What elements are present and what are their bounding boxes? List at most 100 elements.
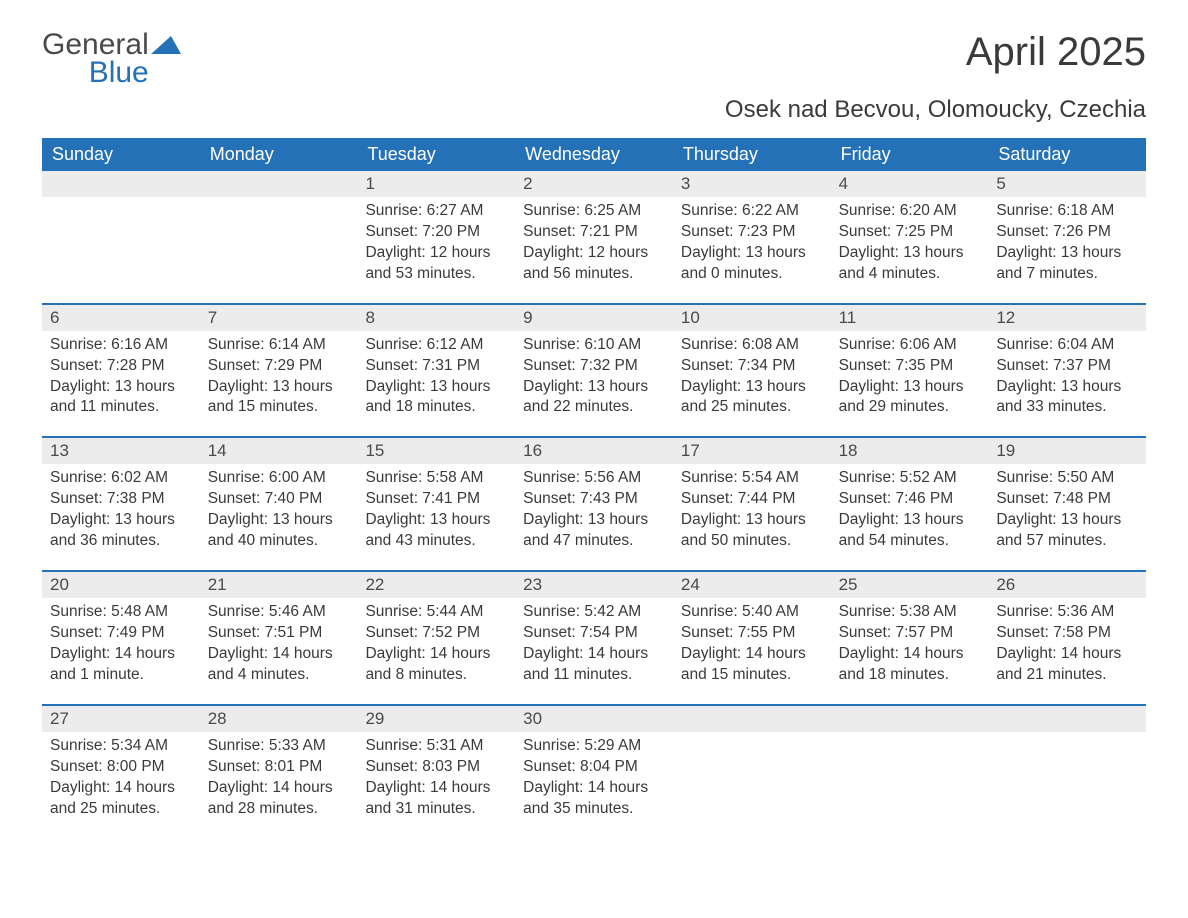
day-cell-23: 23Sunrise: 5:42 AMSunset: 7:54 PMDayligh…: [515, 572, 673, 704]
day-number: [42, 171, 200, 197]
day-cell-24: 24Sunrise: 5:40 AMSunset: 7:55 PMDayligh…: [673, 572, 831, 704]
day-cell-26: 26Sunrise: 5:36 AMSunset: 7:58 PMDayligh…: [988, 572, 1146, 704]
sunrise-line: Sunrise: 6:12 AM: [365, 335, 507, 356]
sunrise-line: Sunrise: 6:22 AM: [681, 201, 823, 222]
daylight-line: Daylight: 13 hours and 47 minutes.: [523, 510, 665, 552]
sunrise-line: Sunrise: 5:46 AM: [208, 602, 350, 623]
day-cell-3: 3Sunrise: 6:22 AMSunset: 7:23 PMDaylight…: [673, 171, 831, 303]
day-number: 3: [673, 171, 831, 197]
day-number: 8: [357, 305, 515, 331]
day-cell-4: 4Sunrise: 6:20 AMSunset: 7:25 PMDaylight…: [831, 171, 989, 303]
day-body: Sunrise: 5:56 AMSunset: 7:43 PMDaylight:…: [515, 464, 673, 570]
day-body: Sunrise: 6:04 AMSunset: 7:37 PMDaylight:…: [988, 331, 1146, 437]
daylight-line: Daylight: 13 hours and 50 minutes.: [681, 510, 823, 552]
day-body: Sunrise: 6:06 AMSunset: 7:35 PMDaylight:…: [831, 331, 989, 437]
sunrise-line: Sunrise: 6:10 AM: [523, 335, 665, 356]
day-number: 25: [831, 572, 989, 598]
daylight-line: Daylight: 13 hours and 7 minutes.: [996, 243, 1138, 285]
day-number: 6: [42, 305, 200, 331]
day-number: 23: [515, 572, 673, 598]
daylight-line: Daylight: 13 hours and 57 minutes.: [996, 510, 1138, 552]
location-subtitle: Osek nad Becvou, Olomoucky, Czechia: [42, 96, 1146, 124]
day-cell-14: 14Sunrise: 6:00 AMSunset: 7:40 PMDayligh…: [200, 438, 358, 570]
day-body: Sunrise: 5:38 AMSunset: 7:57 PMDaylight:…: [831, 598, 989, 704]
day-number: 30: [515, 706, 673, 732]
day-number: 7: [200, 305, 358, 331]
day-body: Sunrise: 6:12 AMSunset: 7:31 PMDaylight:…: [357, 331, 515, 437]
day-number: 10: [673, 305, 831, 331]
day-cell-17: 17Sunrise: 5:54 AMSunset: 7:44 PMDayligh…: [673, 438, 831, 570]
day-cell-18: 18Sunrise: 5:52 AMSunset: 7:46 PMDayligh…: [831, 438, 989, 570]
daylight-line: Daylight: 14 hours and 4 minutes.: [208, 644, 350, 686]
sunset-line: Sunset: 7:20 PM: [365, 222, 507, 243]
day-cell-19: 19Sunrise: 5:50 AMSunset: 7:48 PMDayligh…: [988, 438, 1146, 570]
daylight-line: Daylight: 13 hours and 4 minutes.: [839, 243, 981, 285]
daylight-line: Daylight: 14 hours and 25 minutes.: [50, 778, 192, 820]
sunset-line: Sunset: 8:00 PM: [50, 757, 192, 778]
logo: General Blue: [42, 30, 181, 88]
day-number: 19: [988, 438, 1146, 464]
day-number: 22: [357, 572, 515, 598]
sunrise-line: Sunrise: 5:48 AM: [50, 602, 192, 623]
sunset-line: Sunset: 7:57 PM: [839, 623, 981, 644]
day-body: Sunrise: 6:18 AMSunset: 7:26 PMDaylight:…: [988, 197, 1146, 303]
day-cell-15: 15Sunrise: 5:58 AMSunset: 7:41 PMDayligh…: [357, 438, 515, 570]
day-cell-27: 27Sunrise: 5:34 AMSunset: 8:00 PMDayligh…: [42, 706, 200, 838]
sunrise-line: Sunrise: 5:52 AM: [839, 468, 981, 489]
sunset-line: Sunset: 7:46 PM: [839, 489, 981, 510]
daylight-line: Daylight: 13 hours and 29 minutes.: [839, 377, 981, 419]
sunset-line: Sunset: 7:52 PM: [365, 623, 507, 644]
daylight-line: Daylight: 13 hours and 40 minutes.: [208, 510, 350, 552]
day-body: Sunrise: 5:34 AMSunset: 8:00 PMDaylight:…: [42, 732, 200, 838]
sunset-line: Sunset: 7:21 PM: [523, 222, 665, 243]
day-number: 12: [988, 305, 1146, 331]
day-number: 29: [357, 706, 515, 732]
day-body: Sunrise: 6:00 AMSunset: 7:40 PMDaylight:…: [200, 464, 358, 570]
sunrise-line: Sunrise: 6:14 AM: [208, 335, 350, 356]
sunrise-line: Sunrise: 5:56 AM: [523, 468, 665, 489]
daylight-line: Daylight: 14 hours and 31 minutes.: [365, 778, 507, 820]
sunset-line: Sunset: 7:26 PM: [996, 222, 1138, 243]
day-cell-2: 2Sunrise: 6:25 AMSunset: 7:21 PMDaylight…: [515, 171, 673, 303]
day-body: Sunrise: 5:31 AMSunset: 8:03 PMDaylight:…: [357, 732, 515, 838]
daylight-line: Daylight: 13 hours and 0 minutes.: [681, 243, 823, 285]
day-number: 5: [988, 171, 1146, 197]
day-body: Sunrise: 5:40 AMSunset: 7:55 PMDaylight:…: [673, 598, 831, 704]
day-cell-empty: [988, 706, 1146, 838]
daylight-line: Daylight: 14 hours and 1 minute.: [50, 644, 192, 686]
week-row: 27Sunrise: 5:34 AMSunset: 8:00 PMDayligh…: [42, 704, 1146, 838]
daylight-line: Daylight: 12 hours and 56 minutes.: [523, 243, 665, 285]
daylight-line: Daylight: 14 hours and 28 minutes.: [208, 778, 350, 820]
day-number: 2: [515, 171, 673, 197]
day-cell-empty: [831, 706, 989, 838]
day-cell-20: 20Sunrise: 5:48 AMSunset: 7:49 PMDayligh…: [42, 572, 200, 704]
daylight-line: Daylight: 13 hours and 25 minutes.: [681, 377, 823, 419]
day-body: Sunrise: 5:46 AMSunset: 7:51 PMDaylight:…: [200, 598, 358, 704]
daylight-line: Daylight: 14 hours and 15 minutes.: [681, 644, 823, 686]
sunrise-line: Sunrise: 5:36 AM: [996, 602, 1138, 623]
day-body: Sunrise: 6:10 AMSunset: 7:32 PMDaylight:…: [515, 331, 673, 437]
day-header-sunday: Sunday: [42, 138, 200, 171]
sunset-line: Sunset: 7:49 PM: [50, 623, 192, 644]
sunrise-line: Sunrise: 5:29 AM: [523, 736, 665, 757]
sunrise-line: Sunrise: 5:31 AM: [365, 736, 507, 757]
day-cell-21: 21Sunrise: 5:46 AMSunset: 7:51 PMDayligh…: [200, 572, 358, 704]
sunset-line: Sunset: 7:32 PM: [523, 356, 665, 377]
page-title: April 2025: [966, 30, 1146, 75]
weeks-container: 1Sunrise: 6:27 AMSunset: 7:20 PMDaylight…: [42, 171, 1146, 837]
daylight-line: Daylight: 12 hours and 53 minutes.: [365, 243, 507, 285]
day-number: 15: [357, 438, 515, 464]
daylight-line: Daylight: 13 hours and 22 minutes.: [523, 377, 665, 419]
day-number: [673, 706, 831, 732]
day-number: 13: [42, 438, 200, 464]
day-body: Sunrise: 5:42 AMSunset: 7:54 PMDaylight:…: [515, 598, 673, 704]
daylight-line: Daylight: 13 hours and 11 minutes.: [50, 377, 192, 419]
day-number: 18: [831, 438, 989, 464]
day-body: Sunrise: 6:20 AMSunset: 7:25 PMDaylight:…: [831, 197, 989, 303]
day-number: 14: [200, 438, 358, 464]
sunrise-line: Sunrise: 6:08 AM: [681, 335, 823, 356]
daylight-line: Daylight: 14 hours and 8 minutes.: [365, 644, 507, 686]
week-row: 13Sunrise: 6:02 AMSunset: 7:38 PMDayligh…: [42, 436, 1146, 570]
sunset-line: Sunset: 7:40 PM: [208, 489, 350, 510]
day-number: 24: [673, 572, 831, 598]
